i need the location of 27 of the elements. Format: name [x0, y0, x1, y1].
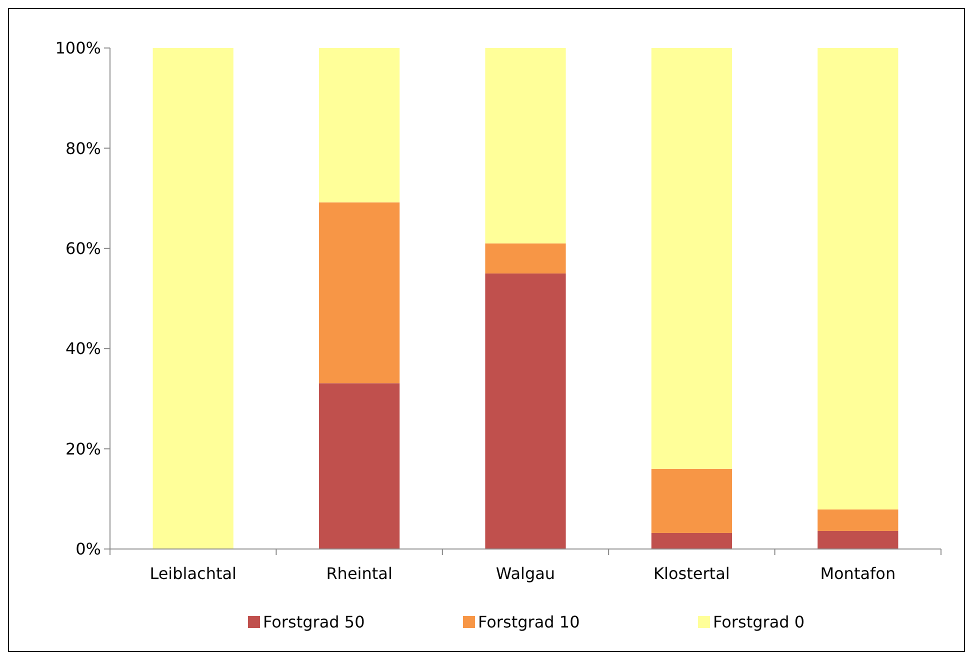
y-tick-label: 60% — [65, 239, 101, 258]
bar — [818, 530, 898, 549]
bar — [651, 48, 732, 469]
bar — [651, 468, 732, 533]
bar — [152, 48, 234, 549]
bar — [485, 48, 566, 244]
legend-label: Forstgrad 0 — [713, 612, 805, 632]
y-tick-label: 80% — [65, 138, 101, 158]
bar — [318, 202, 400, 384]
bar — [818, 509, 898, 531]
x-tick-label: Walgau — [496, 564, 556, 583]
bar — [318, 48, 400, 202]
y-tick-label: 40% — [65, 339, 101, 358]
legend-label: Forstgrad 50 — [263, 612, 365, 632]
bar — [485, 273, 566, 549]
y-tick-label: 20% — [65, 439, 101, 458]
x-tick-label: Klostertal — [654, 564, 730, 583]
y-tick-label: 100% — [55, 38, 101, 58]
x-tick-label: Montafon — [820, 564, 896, 583]
x-tick-label: Leiblachtal — [150, 564, 236, 583]
x-tick-label: Rheintal — [326, 564, 392, 583]
bar — [318, 383, 400, 549]
legend-label: Forstgrad 10 — [478, 612, 580, 632]
bar — [485, 243, 566, 274]
y-tick-label: 0% — [76, 540, 101, 559]
bar — [651, 532, 732, 549]
bar — [818, 48, 898, 510]
